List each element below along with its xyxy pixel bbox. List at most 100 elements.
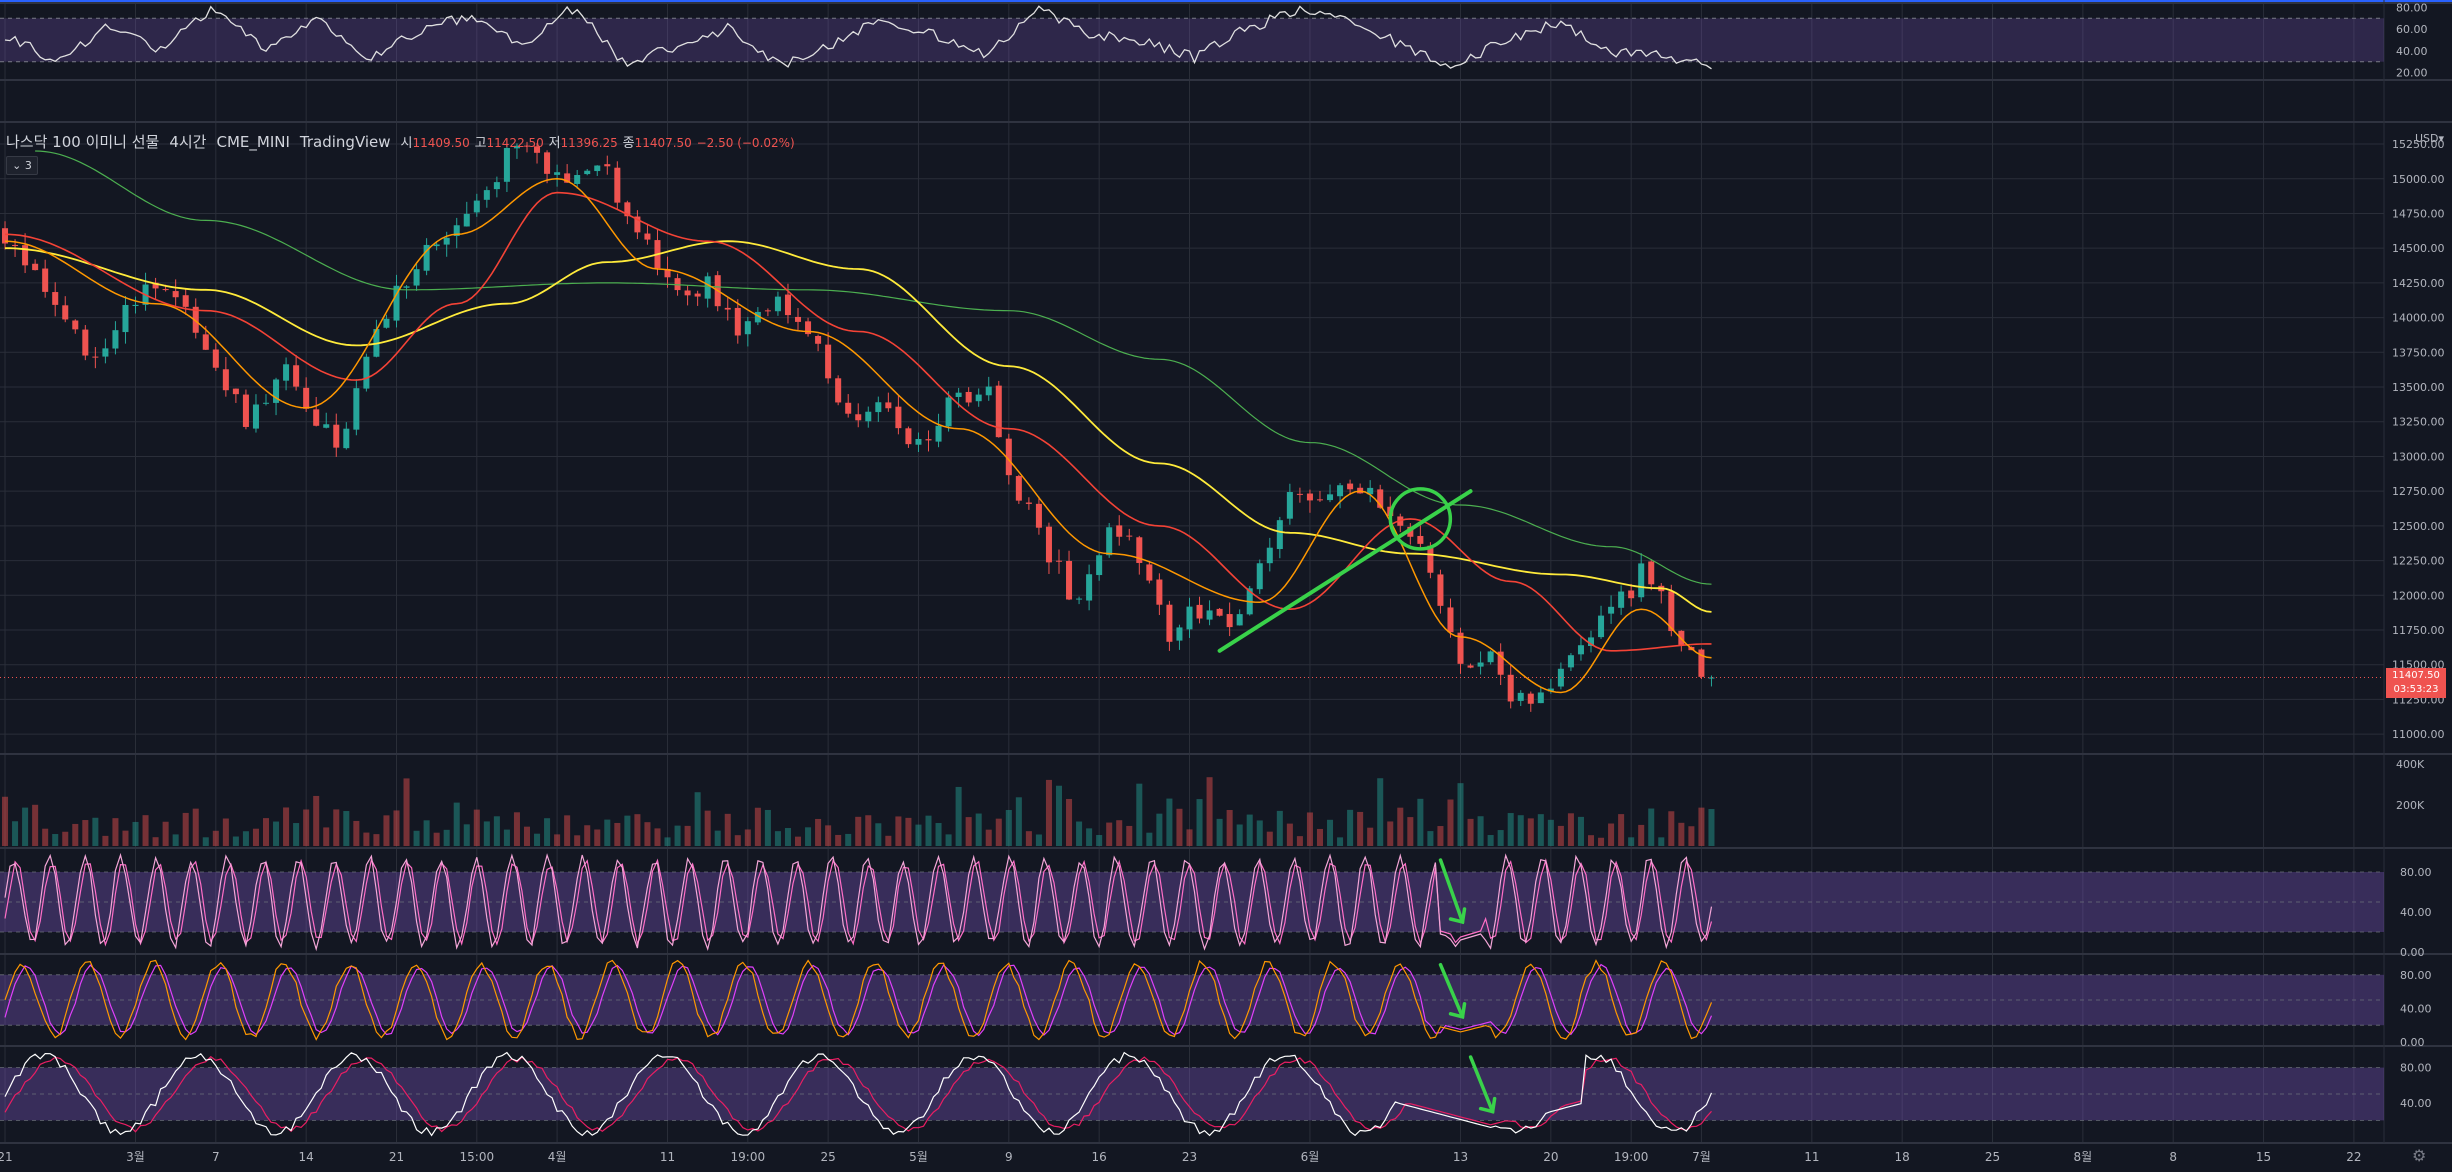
volume-bar <box>564 815 571 846</box>
candle-down <box>895 406 902 429</box>
candle-down <box>534 146 541 153</box>
candle-down <box>2 228 9 244</box>
volume-bar <box>1497 830 1504 846</box>
axis-tick-label: 11000.00 <box>2392 728 2445 741</box>
volume-bar <box>142 815 149 846</box>
candle-down <box>202 334 209 350</box>
volume-bar <box>1005 809 1012 846</box>
chevron-down-icon: ▾ <box>2438 132 2444 145</box>
change-value: −2.50 (−0.02%) <box>696 136 795 150</box>
candle-up <box>985 386 992 396</box>
volume-bar <box>293 823 300 846</box>
volume-bar <box>1236 824 1243 846</box>
volume-bar <box>1146 832 1153 846</box>
candle-up <box>574 175 581 184</box>
volume-bar <box>935 823 942 846</box>
price-panel: 15250.00 15000.00 14750.00 14500.00 14250.00… <box>0 138 2445 741</box>
volume-bar <box>825 825 832 846</box>
candle-up <box>704 276 711 299</box>
candle-down <box>855 414 862 421</box>
volume-bar <box>1266 831 1273 846</box>
currency-selector[interactable]: USD▾ <box>2415 132 2444 145</box>
candle-down <box>172 291 179 298</box>
volume-bar <box>1176 808 1183 846</box>
candle-down <box>52 292 59 305</box>
volume-bar <box>1156 813 1163 846</box>
candle-down <box>624 202 631 217</box>
volume-bar <box>192 808 199 846</box>
time-tick-label: 25 <box>820 1150 835 1164</box>
candle-down <box>1035 503 1042 528</box>
volume-bar <box>764 809 771 846</box>
close-label: 종 <box>622 136 635 151</box>
axis-tick-label: 14500.00 <box>2392 242 2445 255</box>
time-tick-label: 16 <box>1092 1150 1107 1164</box>
candle-up <box>1618 591 1625 608</box>
candle-down <box>333 424 340 448</box>
candle-down <box>12 244 19 246</box>
volume-bar <box>423 820 430 846</box>
volume-bar <box>1467 818 1474 846</box>
volume-bar <box>1136 783 1143 846</box>
candle-up <box>1577 645 1584 655</box>
volume-bar <box>1437 826 1444 846</box>
candle-down <box>674 278 681 291</box>
volume-bar <box>1688 826 1695 846</box>
volume-bar <box>1316 828 1323 846</box>
axis-tick-label: 40.00 <box>2400 906 2432 919</box>
volume-bar <box>784 828 791 846</box>
volume-bar <box>795 836 802 846</box>
volume-bar <box>1618 814 1625 846</box>
volume-bar <box>22 807 29 846</box>
volume-bar <box>262 818 270 846</box>
candle-up <box>132 304 139 306</box>
volume-bar <box>1116 820 1123 846</box>
candle-up <box>1608 606 1615 614</box>
volume-bar <box>704 810 711 846</box>
candle-down <box>313 409 320 426</box>
candle-down <box>1437 574 1444 606</box>
axis-tick-label: 13250.00 <box>2392 416 2445 429</box>
volume-bar <box>303 809 310 846</box>
close-value: 11407.50 <box>634 136 692 150</box>
candle-down <box>32 263 39 271</box>
interval-label[interactable]: 4시간 <box>169 133 207 151</box>
volume-bar <box>1186 829 1193 846</box>
ma-mid-line <box>4 191 1712 652</box>
gear-icon[interactable]: ⚙ <box>2412 1146 2427 1165</box>
volume-bar <box>744 829 751 846</box>
currency-label: USD <box>2414 132 2439 145</box>
volume-bar <box>905 817 912 846</box>
candle-up <box>403 286 410 288</box>
volume-bar <box>1517 815 1524 846</box>
axis-tick-label: 80.00 <box>2400 1062 2432 1075</box>
volume-bar <box>483 821 490 846</box>
volume-bar <box>1628 837 1635 846</box>
candle-up <box>865 411 872 422</box>
time-tick-label: 7 <box>212 1150 220 1164</box>
candle-up <box>1106 527 1113 556</box>
volume-bar <box>885 835 892 846</box>
candle-down <box>1126 535 1133 537</box>
last-price-tag: 11407.50 03:53:23 <box>2386 668 2446 698</box>
indicators-toggle[interactable]: ⌄ 3 <box>6 156 38 175</box>
volume-bar <box>664 837 671 846</box>
time-axis: 21 3월 7 14 21 15:00 4월 11 19:00 25 5월 9 16 23 6월 13 20 19… <box>0 1150 2362 1164</box>
candle-up <box>122 304 129 333</box>
candle-up <box>503 148 510 182</box>
candle-down <box>1347 483 1354 490</box>
time-tick-label: 19:00 <box>1614 1150 1649 1164</box>
low-value: 11396.25 <box>560 136 618 150</box>
volume-bar <box>1427 831 1434 846</box>
volume-bar <box>343 811 350 846</box>
symbol-name[interactable]: 나스닥 100 이미니 선물 <box>6 133 160 151</box>
volume-bar <box>955 786 962 846</box>
candle-up <box>453 225 460 236</box>
time-tick-label: 13 <box>1453 1150 1468 1164</box>
candle-down <box>1005 438 1012 476</box>
candle-up <box>463 213 470 227</box>
volume-bar <box>1537 814 1544 846</box>
volume-bar <box>644 822 651 846</box>
volume-bar <box>1698 807 1705 846</box>
